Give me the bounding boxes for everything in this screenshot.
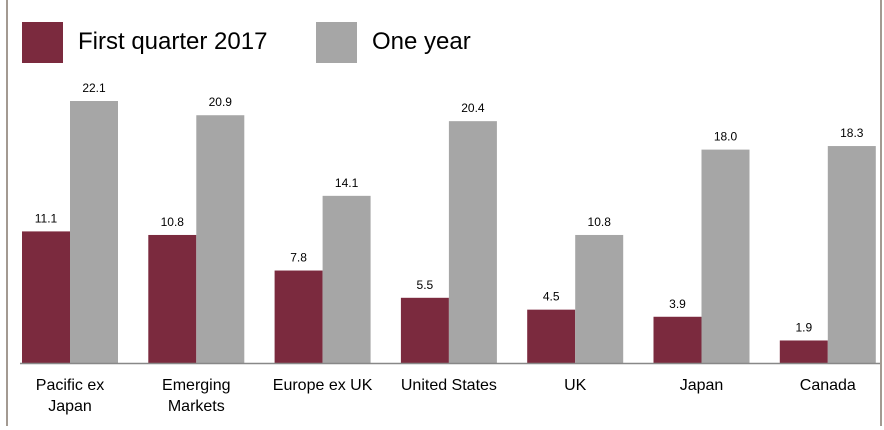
bar-uk-one-year xyxy=(575,234,624,363)
bar-united-states-one-year xyxy=(448,121,497,364)
data-label-canada-one-year: 18.3 xyxy=(840,126,864,140)
data-label-japan-first-quarter: 3.9 xyxy=(669,297,686,311)
data-label-emerging-markets-one-year: 20.9 xyxy=(209,95,233,109)
bar-canada-one-year xyxy=(827,146,876,363)
bar-europe-ex-uk-first-quarter xyxy=(274,270,323,363)
bar-canada-first-quarter xyxy=(779,340,828,363)
bar-japan-first-quarter xyxy=(653,316,702,363)
x-tick-label-uk: UK xyxy=(564,377,587,394)
bar-japan-one-year xyxy=(701,149,750,363)
data-label-pacific-ex-japan-one-year: 22.1 xyxy=(82,81,106,95)
bar-emerging-markets-one-year xyxy=(196,115,245,363)
legend-label-one-year: One year xyxy=(372,28,471,55)
x-tick-label-united-states: United States xyxy=(401,377,497,394)
chart-frame xyxy=(6,0,882,426)
data-label-canada-first-quarter: 1.9 xyxy=(795,320,812,334)
bar-uk-first-quarter xyxy=(527,309,576,363)
x-tick-label-canada: Canada xyxy=(800,377,856,394)
x-tick-label-japan: Japan xyxy=(680,377,724,394)
legend-swatch-one-year xyxy=(316,21,357,63)
bar-emerging-markets-first-quarter xyxy=(148,234,197,363)
data-label-united-states-first-quarter: 5.5 xyxy=(417,278,434,292)
bar-pacific-ex-japan-first-quarter xyxy=(22,231,70,363)
data-label-europe-ex-uk-one-year: 14.1 xyxy=(335,176,359,190)
data-label-uk-first-quarter: 4.5 xyxy=(543,290,560,304)
bar-pacific-ex-japan-one-year xyxy=(70,101,118,363)
legend-label-first-quarter: First quarter 2017 xyxy=(78,28,268,55)
legend-swatch-first-quarter xyxy=(22,21,63,63)
data-label-uk-one-year: 10.8 xyxy=(588,215,612,229)
bar-europe-ex-uk-one-year xyxy=(322,195,371,363)
data-label-japan-one-year: 18.0 xyxy=(714,130,738,144)
x-tick-label-pacific-ex-japan: Pacific ex Japan xyxy=(36,377,104,415)
data-label-united-states-one-year: 20.4 xyxy=(461,101,485,115)
bar-united-states-first-quarter xyxy=(400,297,449,363)
legend-item-one-year: One year xyxy=(316,20,471,64)
x-tick-label-emerging-markets: Emerging Markets xyxy=(162,377,230,415)
data-label-emerging-markets-first-quarter: 10.8 xyxy=(161,215,185,229)
data-label-pacific-ex-japan-first-quarter: 11.1 xyxy=(35,211,58,225)
x-tick-label-europe-ex-uk: Europe ex UK xyxy=(273,377,373,394)
data-label-europe-ex-uk-first-quarter: 7.8 xyxy=(290,251,307,265)
legend-item-first-quarter: First quarter 2017 xyxy=(22,20,267,64)
